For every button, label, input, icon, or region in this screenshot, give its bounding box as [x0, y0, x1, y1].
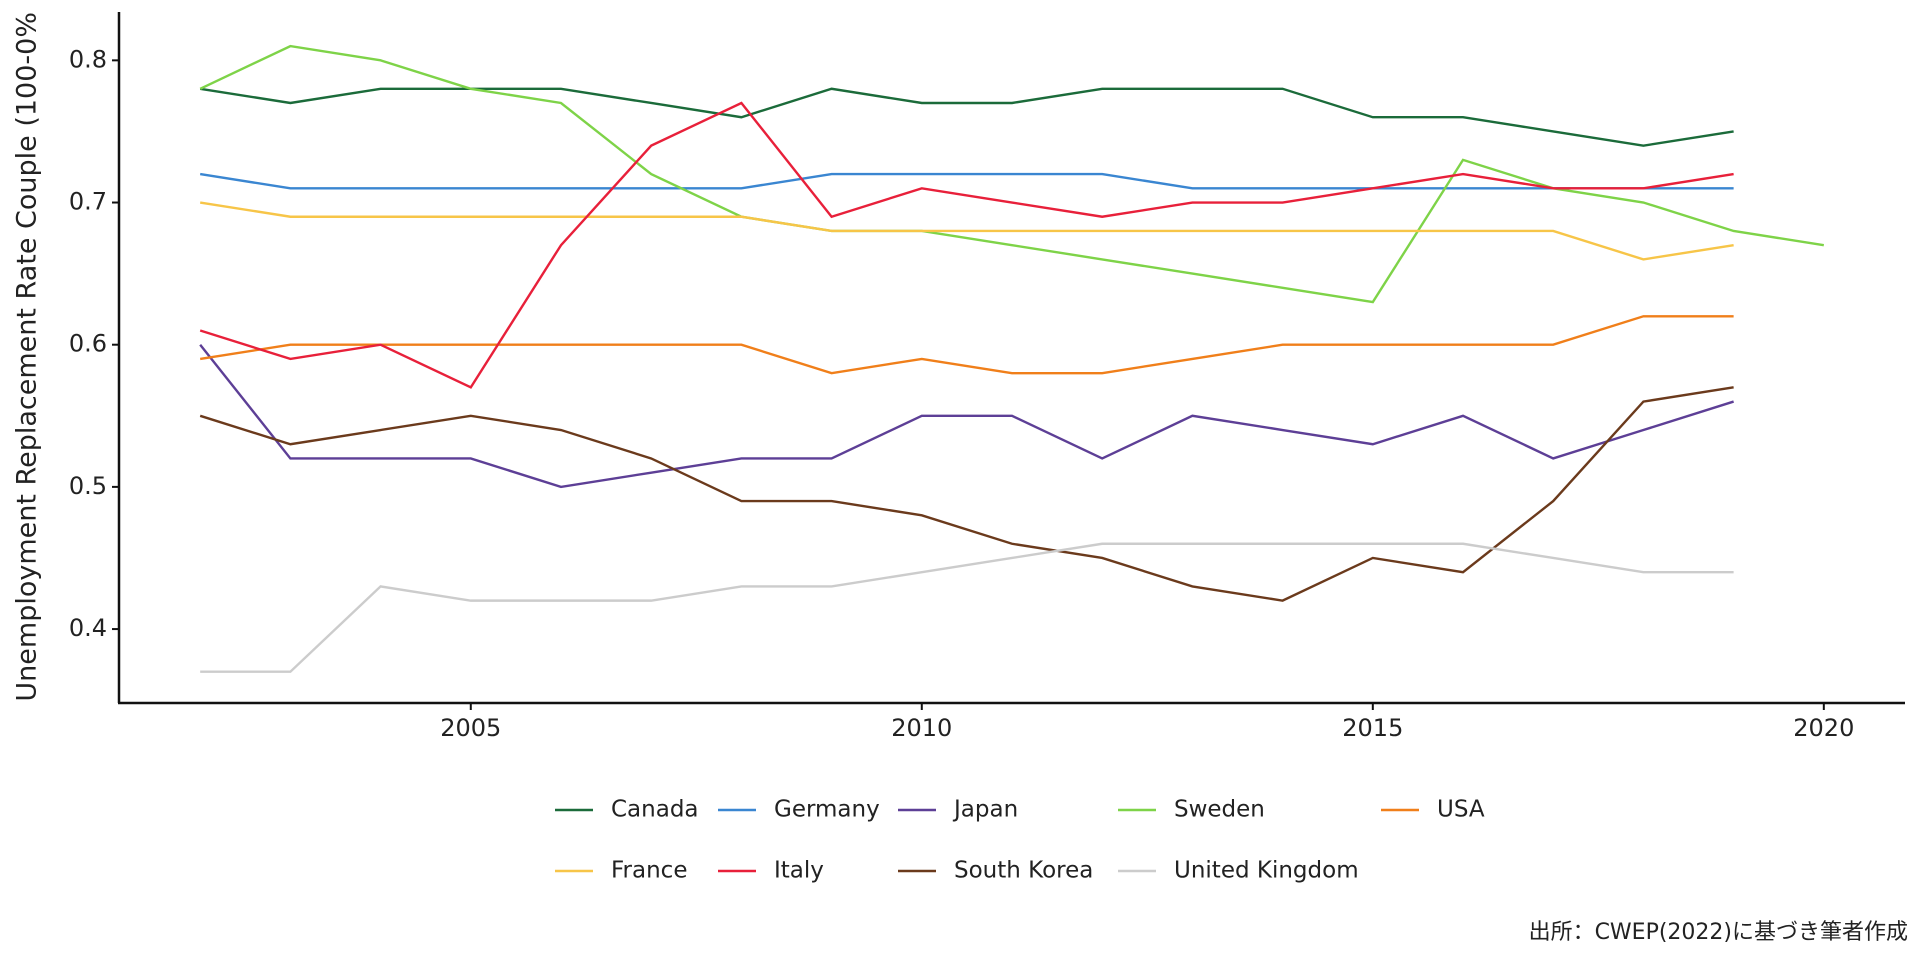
legend-label: United Kingdom [1174, 858, 1359, 884]
y-tick-label: 0.4 [69, 614, 107, 642]
x-tick-label: 2005 [440, 714, 501, 742]
legend: Canada Germany Japan Sweden USA France Italy So… [555, 797, 1485, 884]
series-line [199, 343, 1734, 489]
y-tick-label: 0.5 [69, 472, 107, 500]
series-line [200, 542, 1734, 673]
caption: 出所：CWEP(2022)に基づき筆者作成 [1529, 920, 1908, 945]
series-line [199, 386, 1734, 602]
x-tick-label: 2010 [891, 714, 952, 742]
series-line [199, 315, 1734, 375]
legend-label: Sweden [1174, 797, 1265, 823]
x-tick-label: 2020 [1793, 714, 1854, 742]
legend-label: France [611, 858, 687, 884]
legend-label: USA [1437, 797, 1485, 823]
y-axis-label: Unemployment Replacement Rate Couple (10… [12, 12, 43, 702]
series-line [199, 172, 1734, 190]
series-line [199, 201, 1734, 261]
legend-label: Germany [774, 797, 880, 823]
y-tick-label: 0.8 [69, 45, 107, 73]
x-tick-label: 2015 [1342, 714, 1403, 742]
legend-label: South Korea [954, 858, 1093, 884]
series-line [199, 101, 1734, 389]
legend-label: Italy [774, 858, 824, 884]
legend-label: Canada [611, 797, 699, 823]
series-line [199, 87, 1734, 147]
y-tick-label: 0.6 [69, 330, 107, 358]
y-tick-label: 0.7 [69, 188, 107, 216]
legend-label: Japan [952, 797, 1018, 823]
